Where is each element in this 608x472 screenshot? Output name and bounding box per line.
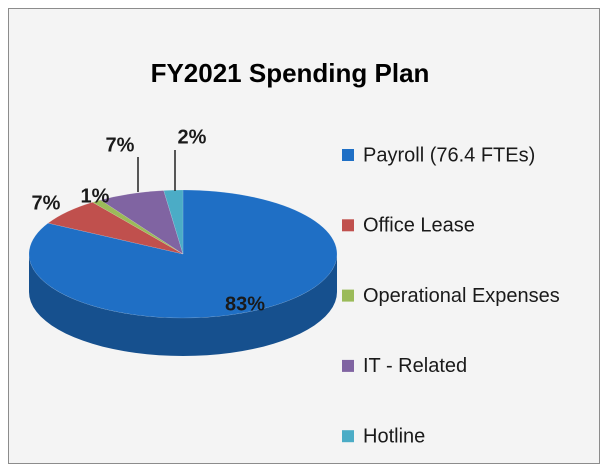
pie <box>28 189 338 356</box>
legend-swatch <box>342 289 354 302</box>
data-labels: 83% 7% 1% 7% 2% <box>32 126 266 315</box>
pie-slice-side <box>29 254 337 356</box>
pie-slice <box>91 199 184 255</box>
pie-slice <box>99 190 184 255</box>
legend-label: Payroll (76.4 FTEs) <box>363 144 535 166</box>
legend-swatch <box>342 430 354 443</box>
legend-swatch <box>342 149 354 161</box>
data-label: 7% <box>32 192 61 214</box>
legend-swatch <box>342 219 354 232</box>
chart-title: FY2021 Spending Plan <box>151 58 430 88</box>
data-label: 7% <box>106 134 135 156</box>
data-label: 2% <box>178 126 207 148</box>
legend: Payroll (76.4 FTEs) Office Lease Operation… <box>342 144 560 447</box>
data-label: 1% <box>81 185 110 207</box>
pie-slice <box>28 189 338 319</box>
legend-label: Hotline <box>363 425 425 447</box>
legend-label: Operational Expenses <box>363 285 560 307</box>
pie-slice <box>163 189 184 255</box>
legend-label: IT - Related <box>363 355 467 377</box>
legend-label: Office Lease <box>363 215 475 237</box>
pie-slice <box>47 201 184 255</box>
data-label: 83% <box>225 293 265 315</box>
legend-swatch <box>342 359 354 372</box>
